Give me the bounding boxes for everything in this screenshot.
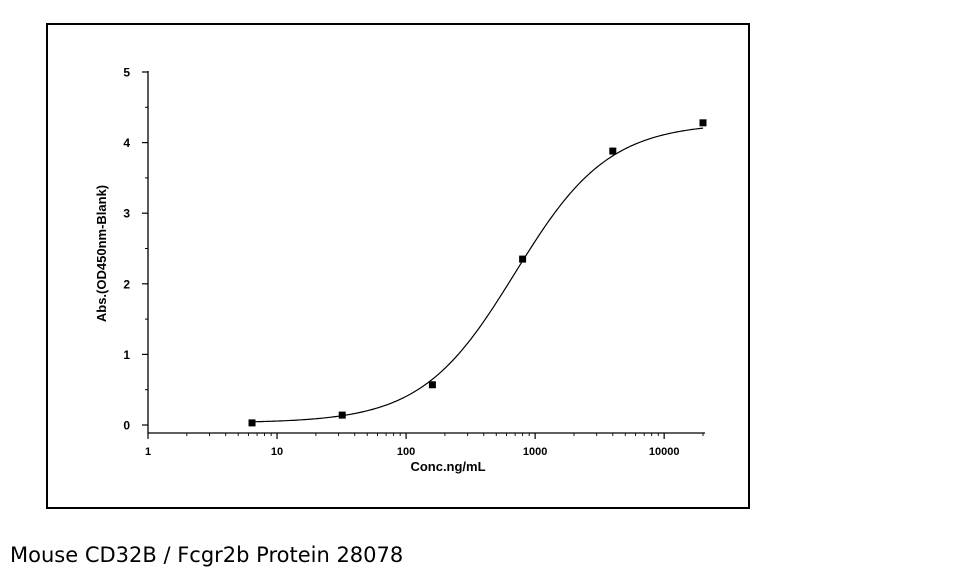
y-tick-label: 3 [123, 207, 130, 221]
data-point [519, 255, 527, 263]
data-point [428, 381, 436, 389]
y-tick-label: 5 [123, 66, 130, 80]
data-point [248, 419, 256, 427]
chart-frame: 0 1 2 3 4 5 1 10 100 1000 10000 Conc.ng/mL Abs.(OD45… [46, 23, 750, 509]
figure-caption: Mouse CD32B / Fcgr2b Protein 28078 [10, 543, 404, 567]
x-tick-label: 10 [271, 446, 283, 458]
data-point [699, 119, 707, 127]
y-tick-label: 4 [123, 136, 130, 150]
x-tick-label: 100 [397, 446, 415, 458]
x-tick-label: 10000 [649, 446, 680, 458]
data-point [338, 411, 346, 419]
y-tick-label: 0 [123, 419, 130, 433]
x-tick-label: 1000 [523, 446, 547, 458]
y-tick-label: 2 [123, 277, 130, 291]
x-axis-title: Conc.ng/mL [410, 459, 485, 474]
fit-curve [252, 127, 704, 423]
y-axis-title: Abs.(OD450nm-Blank) [94, 185, 109, 322]
data-point [609, 147, 617, 155]
data-points [248, 119, 707, 427]
x-tick-label: 1 [145, 446, 151, 458]
axis-labels: 0 1 2 3 4 5 1 10 100 1000 10000 Conc.ng/mL Abs.(OD45… [94, 66, 679, 475]
axes [142, 71, 705, 439]
chart-plot: 0 1 2 3 4 5 1 10 100 1000 10000 Conc.ng/mL Abs.(OD45… [94, 66, 707, 475]
y-tick-label: 1 [123, 348, 130, 362]
